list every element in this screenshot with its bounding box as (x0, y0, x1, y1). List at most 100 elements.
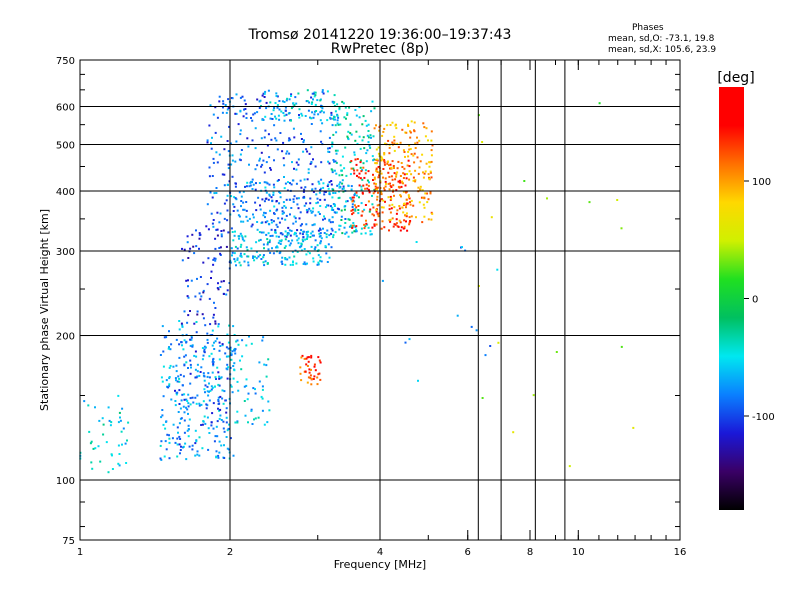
data-point (334, 192, 337, 194)
data-point (240, 195, 243, 198)
data-point (226, 108, 229, 111)
data-point (282, 211, 285, 214)
data-point (198, 454, 201, 457)
data-point (417, 379, 419, 382)
data-point (409, 131, 412, 134)
data-point (250, 247, 253, 250)
data-point (317, 373, 320, 376)
data-point (227, 167, 230, 170)
data-point (226, 333, 229, 336)
data-point (429, 161, 432, 164)
data-point (384, 185, 387, 188)
data-point (196, 313, 199, 316)
data-point (481, 397, 484, 399)
data-point (187, 405, 190, 408)
data-point (361, 191, 364, 194)
data-point (402, 211, 405, 214)
data-point (311, 92, 314, 95)
data-point (292, 200, 295, 203)
data-point (425, 127, 428, 130)
data-point (342, 190, 345, 193)
data-point (259, 208, 262, 211)
data-point (401, 166, 404, 168)
data-point (306, 381, 309, 384)
data-point (368, 144, 371, 147)
data-point (430, 149, 433, 152)
data-point (170, 398, 173, 401)
data-point (387, 171, 390, 174)
data-point (241, 355, 244, 358)
data-point (90, 461, 93, 464)
data-point (195, 439, 198, 442)
grid-lines (80, 60, 680, 540)
data-point (388, 204, 391, 207)
data-point (264, 260, 267, 263)
data-point (226, 209, 229, 212)
data-point (421, 221, 424, 224)
data-point (375, 223, 378, 226)
data-point (246, 137, 249, 140)
data-point (430, 211, 433, 214)
data-point (237, 343, 240, 346)
data-point (247, 145, 250, 148)
data-point (179, 449, 182, 451)
data-point (252, 183, 255, 186)
data-point (230, 227, 233, 230)
data-point (218, 440, 221, 443)
data-point (315, 193, 318, 196)
data-point (620, 345, 623, 348)
data-point (211, 175, 214, 177)
data-point (99, 460, 102, 463)
data-point (264, 221, 267, 224)
data-point (422, 122, 425, 125)
data-point (306, 89, 309, 92)
data-point (218, 377, 221, 380)
data-point (410, 199, 413, 202)
data-point (384, 142, 386, 145)
data-point (264, 90, 267, 93)
data-point (318, 372, 321, 375)
data-point (306, 234, 309, 236)
data-point (202, 420, 205, 423)
data-point (243, 260, 246, 263)
data-point (407, 155, 410, 158)
data-point (322, 218, 324, 221)
data-point (313, 234, 315, 237)
colorbar-tick-label: -100 (752, 412, 775, 423)
data-point (227, 150, 230, 153)
data-point (349, 161, 352, 164)
data-point (242, 115, 245, 118)
data-point (368, 191, 371, 194)
data-point (313, 363, 316, 366)
data-point (306, 100, 309, 103)
data-point (461, 246, 463, 249)
data-point (418, 201, 421, 204)
data-point (383, 127, 386, 130)
data-point (284, 109, 287, 112)
data-point (312, 260, 315, 263)
data-point (360, 227, 363, 230)
data-point (237, 389, 240, 392)
data-point (311, 188, 314, 191)
data-point (387, 139, 390, 142)
data-point (210, 421, 213, 424)
data-point (210, 270, 213, 273)
data-point (210, 424, 213, 427)
data-point (212, 402, 215, 405)
data-point (391, 160, 394, 163)
data-point (366, 179, 369, 182)
data-point (219, 212, 222, 215)
data-point (179, 438, 182, 440)
data-point (360, 188, 363, 191)
data-point (206, 332, 209, 335)
data-point (358, 196, 360, 199)
data-point (222, 402, 225, 405)
data-point (245, 209, 248, 212)
data-point (178, 377, 181, 380)
data-point (346, 200, 349, 203)
data-point (253, 418, 255, 421)
data-point (245, 201, 248, 203)
data-point (265, 181, 268, 184)
data-point (332, 117, 335, 120)
data-point (192, 245, 195, 248)
